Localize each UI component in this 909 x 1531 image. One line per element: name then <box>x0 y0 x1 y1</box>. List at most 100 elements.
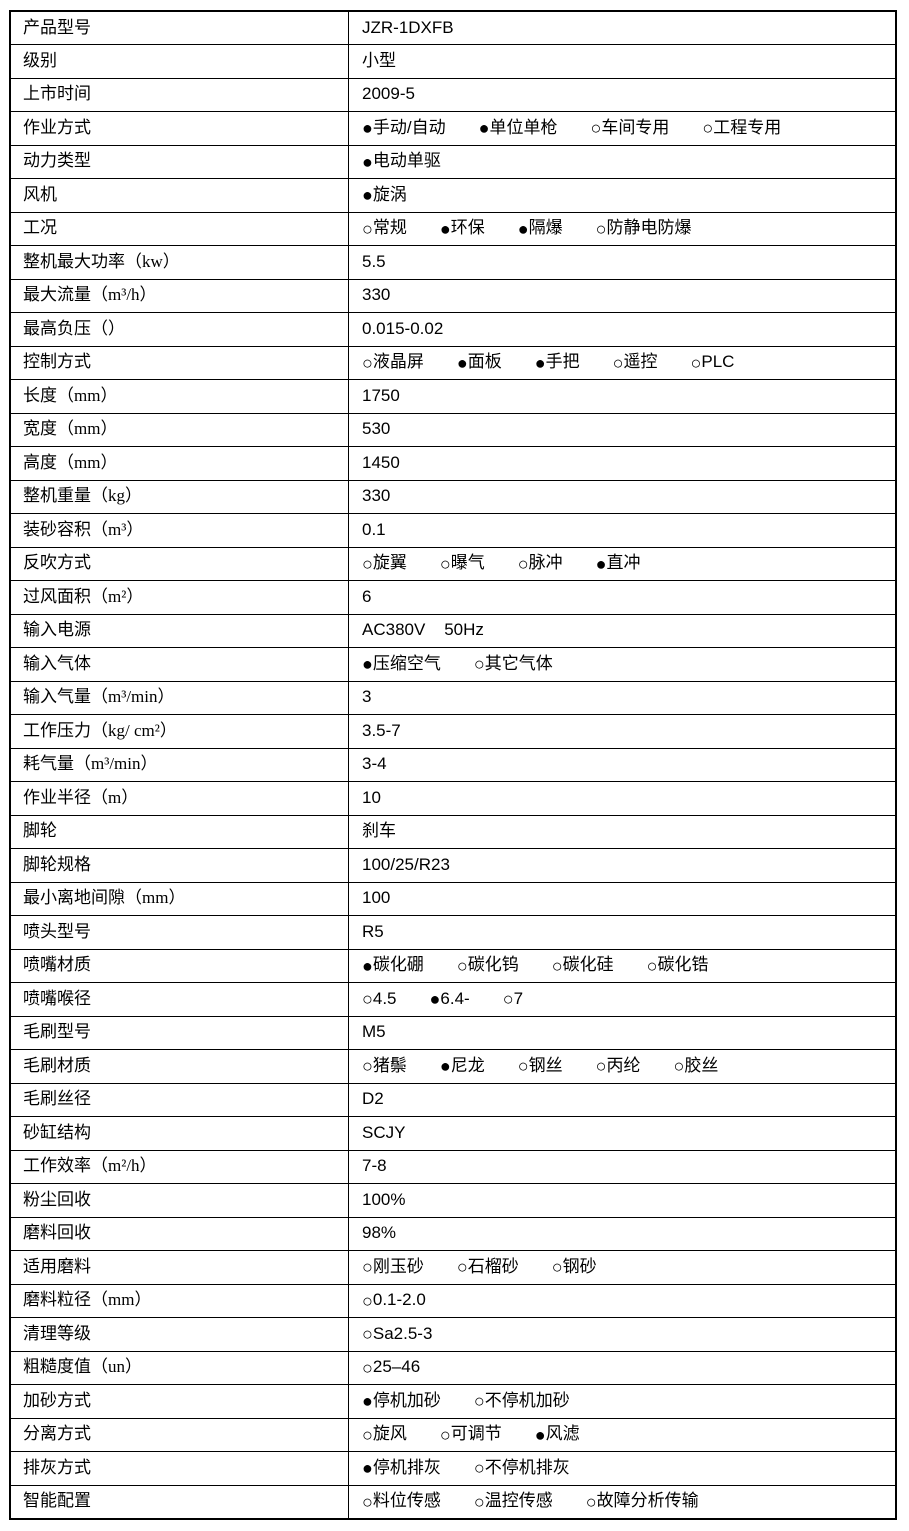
spec-label: 动力类型 <box>23 151 91 171</box>
spec-label: 最小离地间隙（mm） <box>23 888 186 908</box>
option-unselected: ○4.5 <box>362 989 397 1009</box>
spec-label: 排灰方式 <box>23 1457 91 1477</box>
spec-value: 330 <box>362 285 391 305</box>
radio-unselected-icon: ○ <box>362 1424 373 1445</box>
spec-label-cell: 砂缸结构 <box>9 1116 349 1151</box>
spec-label-cell: 级别 <box>9 44 349 79</box>
spec-label: 整机最大功率（kw） <box>23 251 180 271</box>
radio-unselected-icon: ○ <box>646 955 658 976</box>
table-row: 上市时间 2009-5 <box>9 77 897 112</box>
spec-label: 输入气量（m³/min） <box>23 687 175 707</box>
radio-unselected-icon: ○ <box>362 1056 373 1077</box>
spec-label: 风机 <box>23 184 57 204</box>
radio-unselected-icon: ○ <box>439 1424 451 1445</box>
spec-value-cell: ●旋涡 <box>348 178 897 213</box>
option-label: 碳化硅 <box>562 955 614 975</box>
spec-label-cell: 喷头型号 <box>9 915 349 950</box>
radio-unselected-icon: ○ <box>585 1491 597 1512</box>
spec-value-cell: ○料位传感 ○温控传感 ○故障分析传输 <box>348 1484 897 1519</box>
spec-value-cell: 7-8 <box>348 1149 897 1184</box>
option-selected: ●尼龙 <box>440 1056 485 1076</box>
spec-label-cell: 产品型号 <box>9 10 349 45</box>
radio-unselected-icon: ○ <box>551 1257 563 1278</box>
spec-value-cell: 0.1 <box>348 513 897 548</box>
radio-unselected-icon: ○ <box>473 1491 485 1512</box>
spec-value-cell: 小型 <box>348 44 897 79</box>
option-label: 钢砂 <box>562 1256 597 1276</box>
option-unselected: ○遥控 <box>613 353 658 372</box>
spec-label: 喷嘴材质 <box>23 955 91 975</box>
spec-value-cell: 1750 <box>348 379 897 414</box>
spec-value-cell: R5 <box>348 915 897 950</box>
option-label: 停机加砂 <box>372 1390 441 1410</box>
radio-unselected-icon: ○ <box>362 1357 373 1378</box>
spec-label: 工作效率（m²/h） <box>23 1156 157 1176</box>
option-unselected: ○旋风 <box>362 1425 407 1444</box>
table-row: 工况 ○常规 ●环保 ●隔爆 ○防静电防爆 <box>9 211 897 246</box>
spec-value: 10 <box>362 787 381 807</box>
spec-value: 100% <box>362 1189 406 1209</box>
spec-value-cell: 1450 <box>348 446 897 481</box>
spec-value: 2009-5 <box>362 84 415 104</box>
radio-selected-icon: ● <box>362 185 373 206</box>
option-label: 7 <box>513 988 524 1008</box>
spec-value-cell: 100% <box>348 1183 897 1218</box>
spec-label: 毛刷材质 <box>23 1055 91 1075</box>
table-row: 控制方式 ○液晶屏 ●面板 ●手把 ○遥控 ○PLC <box>9 345 897 380</box>
table-row: 喷嘴材质 ●碳化硼 ○碳化钨 ○碳化硅 ○碳化锆 <box>9 948 897 983</box>
option-unselected: ○刚玉砂 <box>362 1257 424 1277</box>
option-unselected: ○PLC <box>691 353 735 372</box>
table-row: 清理等级 ○Sa2.5-3 <box>9 1317 897 1352</box>
radio-unselected-icon: ○ <box>702 118 714 139</box>
spec-label-cell: 最高负压（） <box>9 312 349 347</box>
option-unselected: ○温控传感 <box>473 1491 553 1512</box>
spec-label-cell: 工作效率（m²/h） <box>9 1149 349 1184</box>
radio-selected-icon: ● <box>362 151 373 172</box>
spec-label-cell: 控制方式 <box>9 345 349 380</box>
option-label: 25–46 <box>372 1357 421 1377</box>
table-row: 工作压力（kg/ cm²） 3.5-7 <box>9 714 897 749</box>
spec-table-body: 产品型号 JZR-1DXFB 级别 小型 上市时间 2009-5 作业方式 ●手动/自动 ●单位… <box>9 10 897 1519</box>
spec-label: 磨料回收 <box>23 1223 91 1243</box>
option-selected: ●风滤 <box>535 1425 580 1444</box>
spec-value-cell: 3-4 <box>348 747 897 782</box>
spec-label-cell: 过风面积（m²） <box>9 580 349 615</box>
radio-selected-icon: ● <box>362 955 373 976</box>
table-row: 智能配置 ○料位传感 ○温控传感 ○故障分析传输 <box>9 1484 897 1519</box>
radio-unselected-icon: ○ <box>439 553 451 574</box>
spec-label-cell: 磨料粒径（mm） <box>9 1283 349 1318</box>
option-selected: ●压缩空气 <box>362 654 441 674</box>
spec-label-cell: 作业方式 <box>9 111 349 146</box>
spec-value-cell: 3.5-7 <box>348 714 897 749</box>
option-label: 旋涡 <box>372 184 407 204</box>
table-row: 最高负压（） 0.015-0.02 <box>9 312 897 347</box>
radio-unselected-icon: ○ <box>590 118 602 139</box>
spec-value: 98% <box>362 1223 397 1243</box>
spec-label-cell: 脚轮规格 <box>9 848 349 883</box>
table-row: 脚轮规格 100/25/R23 <box>9 848 897 883</box>
option-label: 故障分析传输 <box>596 1491 699 1511</box>
spec-value: 1450 <box>362 452 400 472</box>
spec-label: 宽度（mm） <box>23 419 118 439</box>
option-label: 其它气体 <box>484 653 553 673</box>
spec-value-cell: 530 <box>348 412 897 447</box>
option-label: 停机排灰 <box>372 1457 441 1477</box>
spec-label: 高度（mm） <box>23 452 118 472</box>
spec-value-cell: 刹车 <box>348 814 897 849</box>
spec-value-cell: ○Sa2.5-3 <box>348 1317 897 1352</box>
option-unselected: ○旋翼 <box>362 554 407 573</box>
spec-value: M5 <box>362 1022 386 1042</box>
spec-label-cell: 毛刷型号 <box>9 1015 349 1050</box>
spec-label-cell: 工况 <box>9 211 349 246</box>
spec-label-cell: 风机 <box>9 178 349 213</box>
spec-label: 最大流量（m³/h） <box>23 285 157 305</box>
spec-value: 100 <box>362 888 391 908</box>
spec-value-cell: 0.015-0.02 <box>348 312 897 347</box>
spec-label: 反吹方式 <box>23 553 91 573</box>
spec-label-cell: 最小离地间隙（mm） <box>9 881 349 916</box>
spec-label-cell: 粗糙度值（un） <box>9 1350 349 1385</box>
option-selected: ●环保 <box>440 219 485 238</box>
radio-unselected-icon: ○ <box>595 1056 607 1077</box>
radio-unselected-icon: ○ <box>673 1056 685 1077</box>
option-label: 单位单枪 <box>489 117 558 137</box>
